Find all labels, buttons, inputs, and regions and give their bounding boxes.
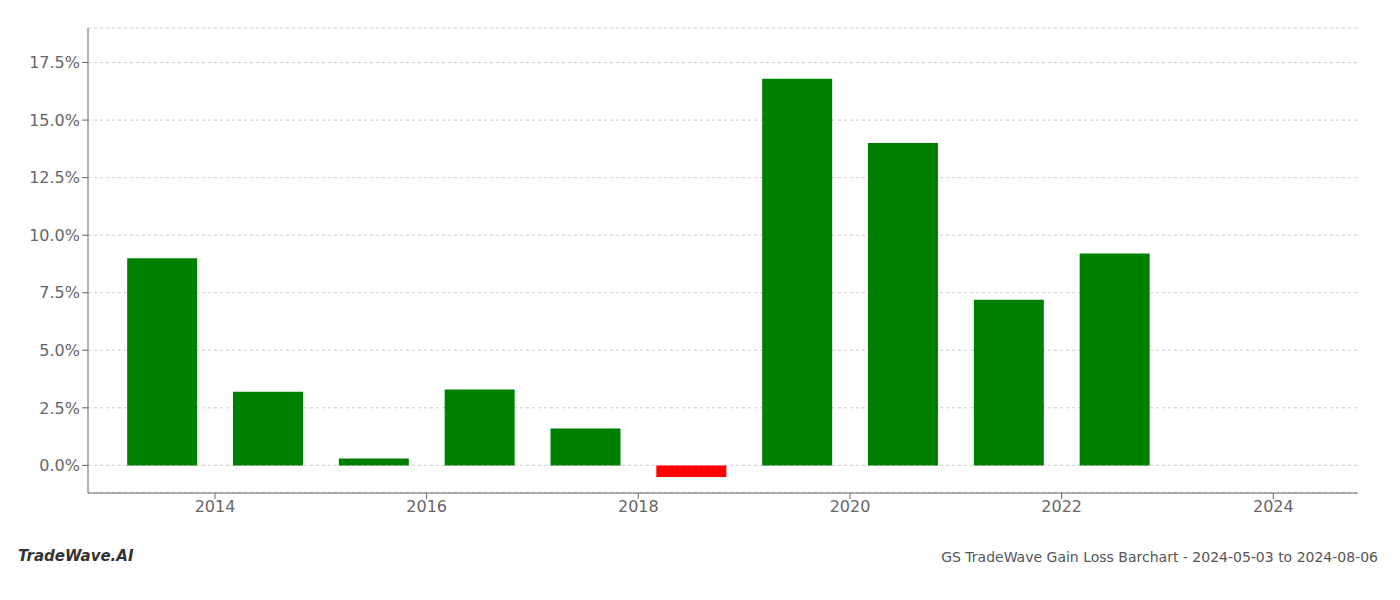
svg-text:2.5%: 2.5% [39,399,80,418]
svg-text:7.5%: 7.5% [39,283,80,302]
svg-text:12.5%: 12.5% [29,168,80,187]
svg-text:0.0%: 0.0% [39,456,80,475]
svg-text:2022: 2022 [1041,497,1082,516]
svg-text:2018: 2018 [618,497,659,516]
html-text:TradeWave.AI: TradeWave.AI [18,547,134,565]
html-text:GS TradeWave Gain Loss Barchar: GS TradeWave Gain Loss Barchart - 2024-0… [941,549,1378,565]
svg-text:2014: 2014 [195,497,236,516]
svg-text:5.0%: 5.0% [39,341,80,360]
svg-text:2024: 2024 [1253,497,1294,516]
svg-text:17.5%: 17.5% [29,53,80,72]
svg-text:2020: 2020 [830,497,871,516]
svg-text:2016: 2016 [406,497,447,516]
svg-text:15.0%: 15.0% [29,111,80,130]
svg-text:10.0%: 10.0% [29,226,80,245]
